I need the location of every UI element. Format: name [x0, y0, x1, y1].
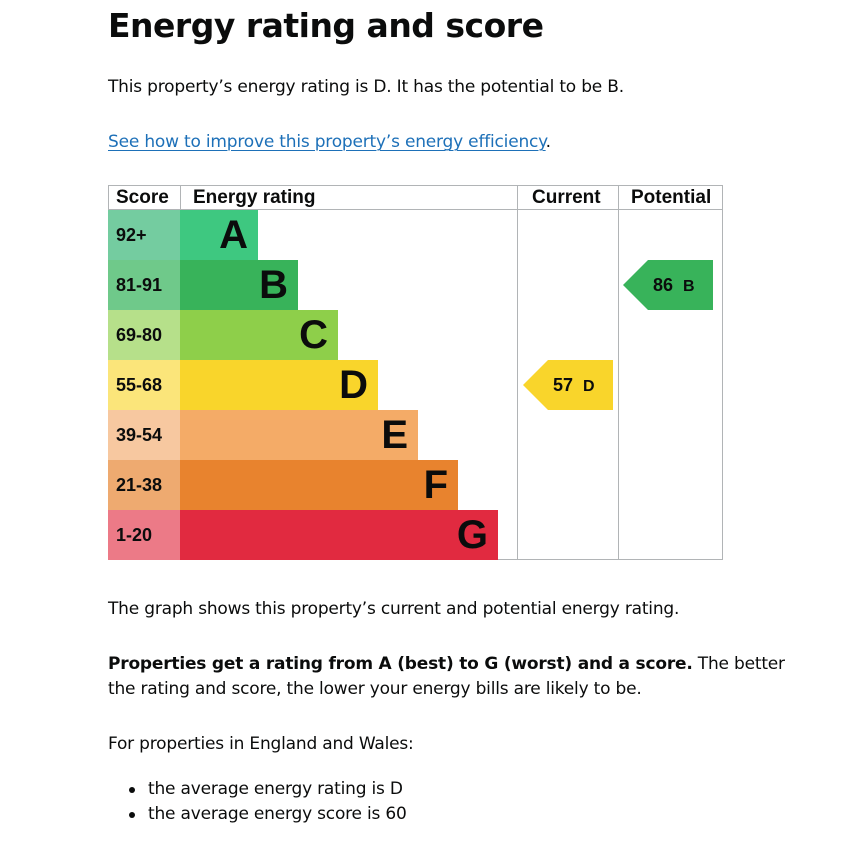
average-list: the average energy rating is D the avera… — [108, 777, 407, 827]
list-item: the average energy rating is D — [108, 777, 407, 802]
improve-efficiency-link[interactable]: See how to improve this property’s energ… — [108, 132, 546, 152]
score-cell-b: 81-91 — [108, 260, 180, 310]
rating-letter-d: D — [339, 363, 368, 407]
improve-link-paragraph: See how to improve this property’s energ… — [108, 130, 551, 155]
score-cell-c: 69-80 — [108, 310, 180, 360]
rating-bar-c: C — [180, 310, 338, 360]
score-cell-e: 39-54 — [108, 410, 180, 460]
potential-rating-arrow: 86 B — [623, 260, 713, 310]
rating-bar-d: D — [180, 360, 378, 410]
grid-left-line — [108, 185, 109, 210]
rating-letter-e: E — [381, 413, 408, 457]
rating-explanation-bold: Properties get a rating from A (best) to… — [108, 654, 693, 674]
score-cell-f: 21-38 — [108, 460, 180, 510]
rating-summary: This property’s energy rating is D. It h… — [108, 77, 624, 97]
rating-bar-a: A — [180, 210, 258, 260]
rating-explanation-line2: the rating and score, the lower your ene… — [108, 679, 642, 699]
grid-top-line — [108, 185, 723, 186]
rating-letter-f: F — [423, 463, 448, 507]
grid-score-divider — [180, 185, 181, 210]
header-energy-rating: Energy rating — [193, 187, 316, 208]
header-potential: Potential — [631, 187, 712, 208]
grid-right-line — [722, 185, 723, 560]
england-wales-intro: For properties in England and Wales: — [108, 734, 414, 754]
page-title: Energy rating and score — [108, 6, 544, 45]
link-suffix: . — [545, 132, 551, 152]
header-current: Current — [532, 187, 601, 208]
list-item: the average energy score is 60 — [108, 802, 407, 827]
rating-explanation-rest: The better — [692, 654, 785, 674]
current-score: 57 — [553, 375, 574, 395]
graph-description: The graph shows this property’s current … — [108, 599, 680, 619]
rating-letter-c: C — [299, 313, 328, 357]
rating-bar-e: E — [180, 410, 418, 460]
rating-letter-a: A — [219, 213, 248, 257]
score-cell-d: 55-68 — [108, 360, 180, 410]
rating-letter-g: G — [456, 513, 488, 557]
grid-header-line — [108, 209, 723, 210]
current-letter: D — [583, 378, 595, 395]
rating-bar-f: F — [180, 460, 458, 510]
score-cell-g: 1-20 — [108, 510, 180, 560]
grid-potential-divider — [618, 185, 619, 560]
rating-bar-b: B — [180, 260, 298, 310]
rating-bar-g: G — [180, 510, 498, 560]
rating-explanation: Properties get a rating from A (best) to… — [108, 652, 785, 677]
current-rating-arrow: 57 D — [523, 360, 613, 410]
potential-score: 86 — [653, 275, 674, 295]
rating-letter-b: B — [259, 263, 288, 307]
header-score: Score — [116, 187, 169, 208]
grid-bottom-line — [498, 559, 723, 560]
grid-current-divider — [517, 185, 518, 560]
potential-letter: B — [683, 278, 695, 295]
score-cell-a: 92+ — [108, 210, 180, 260]
